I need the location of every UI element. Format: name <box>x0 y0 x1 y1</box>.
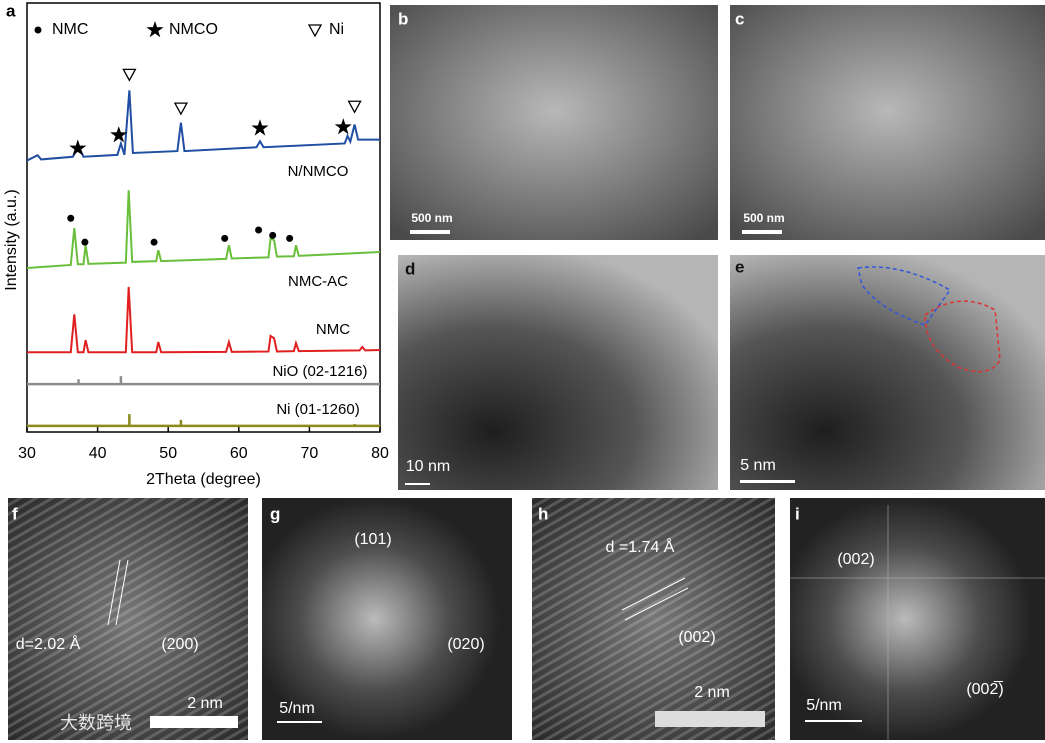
scale-bar <box>655 711 765 727</box>
lattice-fringes <box>532 498 775 740</box>
panel-letter: c <box>735 9 744 28</box>
peak-marker <box>255 226 263 234</box>
scale-bar-label: 2 nm <box>187 695 223 712</box>
scale-bar-label: 2 nm <box>694 684 730 701</box>
panel-letter: e <box>735 257 744 276</box>
sem-image <box>730 5 1045 240</box>
reference-label: NiO (02-1216) <box>272 363 367 380</box>
scale-bar-label: 500 nm <box>743 211 784 225</box>
scale-bar <box>805 720 862 722</box>
annotation: (101) <box>354 531 391 548</box>
sem-image <box>390 5 718 240</box>
fringe-guide <box>624 587 689 621</box>
panel-letter: h <box>538 504 548 523</box>
scale-bar <box>150 716 238 728</box>
fringe-guide <box>115 559 129 626</box>
legend-label: NMC <box>52 21 88 38</box>
reference-label: Ni (01-1260) <box>276 401 359 418</box>
tem-image <box>398 255 718 490</box>
panel-letter: f <box>12 504 18 523</box>
scale-bar <box>410 230 450 234</box>
scale-bar-label: 5/nm <box>806 697 842 714</box>
x-tick-label: 30 <box>18 445 36 462</box>
tem-image <box>730 255 1045 490</box>
series-label: N/NMCO <box>288 163 349 180</box>
x-tick-label: 60 <box>230 445 248 462</box>
peak-marker <box>334 118 352 135</box>
panel-letter: b <box>398 9 408 28</box>
y-axis-label: Intensity (a.u.) <box>3 189 20 290</box>
scale-bar <box>740 480 795 483</box>
legend-symbol <box>146 21 164 38</box>
fft-image <box>262 498 512 740</box>
micrographs <box>8 5 1045 740</box>
fringe-guide <box>621 577 686 611</box>
watermark: 大数跨境 <box>60 713 132 733</box>
x-tick-label: 50 <box>159 445 177 462</box>
scale-bar-label: 10 nm <box>406 458 450 475</box>
peak-marker <box>286 234 294 242</box>
scale-bar-label: 5 nm <box>740 457 776 474</box>
annotation: (020) <box>447 636 484 653</box>
x-tick-label: 80 <box>371 445 389 462</box>
peak-marker <box>269 231 277 239</box>
annotation: (002) <box>678 629 715 646</box>
legend-symbol <box>34 26 42 34</box>
plot-frame <box>26 2 381 433</box>
annotation: (002̅) <box>966 680 1003 698</box>
lattice-fringes <box>8 498 248 740</box>
panel-letter: a <box>6 1 16 20</box>
peak-marker <box>347 100 362 114</box>
peak-marker <box>173 102 189 116</box>
x-axis-label: 2Theta (degree) <box>146 471 261 488</box>
panel-letter: g <box>270 504 280 523</box>
xrd-pattern <box>27 286 381 354</box>
scale-bar-label: 500 nm <box>411 211 452 225</box>
region-outline <box>857 266 952 326</box>
x-tick-label: 70 <box>301 445 319 462</box>
annotation: (200) <box>161 636 198 653</box>
region-outline <box>924 300 1001 373</box>
legend-label: Ni <box>329 21 344 38</box>
xrd-pattern <box>26 190 381 269</box>
peak-marker <box>150 238 158 246</box>
peak-marker <box>67 214 75 222</box>
annotation: d=2.02 Å <box>16 634 81 653</box>
scale-bar <box>277 721 322 723</box>
peak-marker <box>122 68 137 82</box>
peak-marker <box>81 238 89 246</box>
annotation: (002) <box>837 551 874 568</box>
legend-label: NMCO <box>169 21 218 38</box>
fringe-guide <box>107 559 121 626</box>
x-tick-label: 40 <box>89 445 107 462</box>
fft-image <box>790 498 1045 740</box>
scale-bar-label: 5/nm <box>279 700 315 717</box>
scale-bar <box>405 483 430 485</box>
scale-bar <box>742 230 782 234</box>
legend-symbol <box>307 24 323 38</box>
panel-letter: d <box>405 259 415 278</box>
panel-letter: i <box>795 504 800 523</box>
peak-marker <box>110 126 128 143</box>
peak-marker <box>69 139 87 156</box>
peak-marker <box>251 119 269 136</box>
peak-marker <box>221 234 229 242</box>
series-label: NMC <box>316 321 350 338</box>
annotation: d =1.74 Å <box>606 537 675 556</box>
series-label: NMC-AC <box>288 273 348 290</box>
